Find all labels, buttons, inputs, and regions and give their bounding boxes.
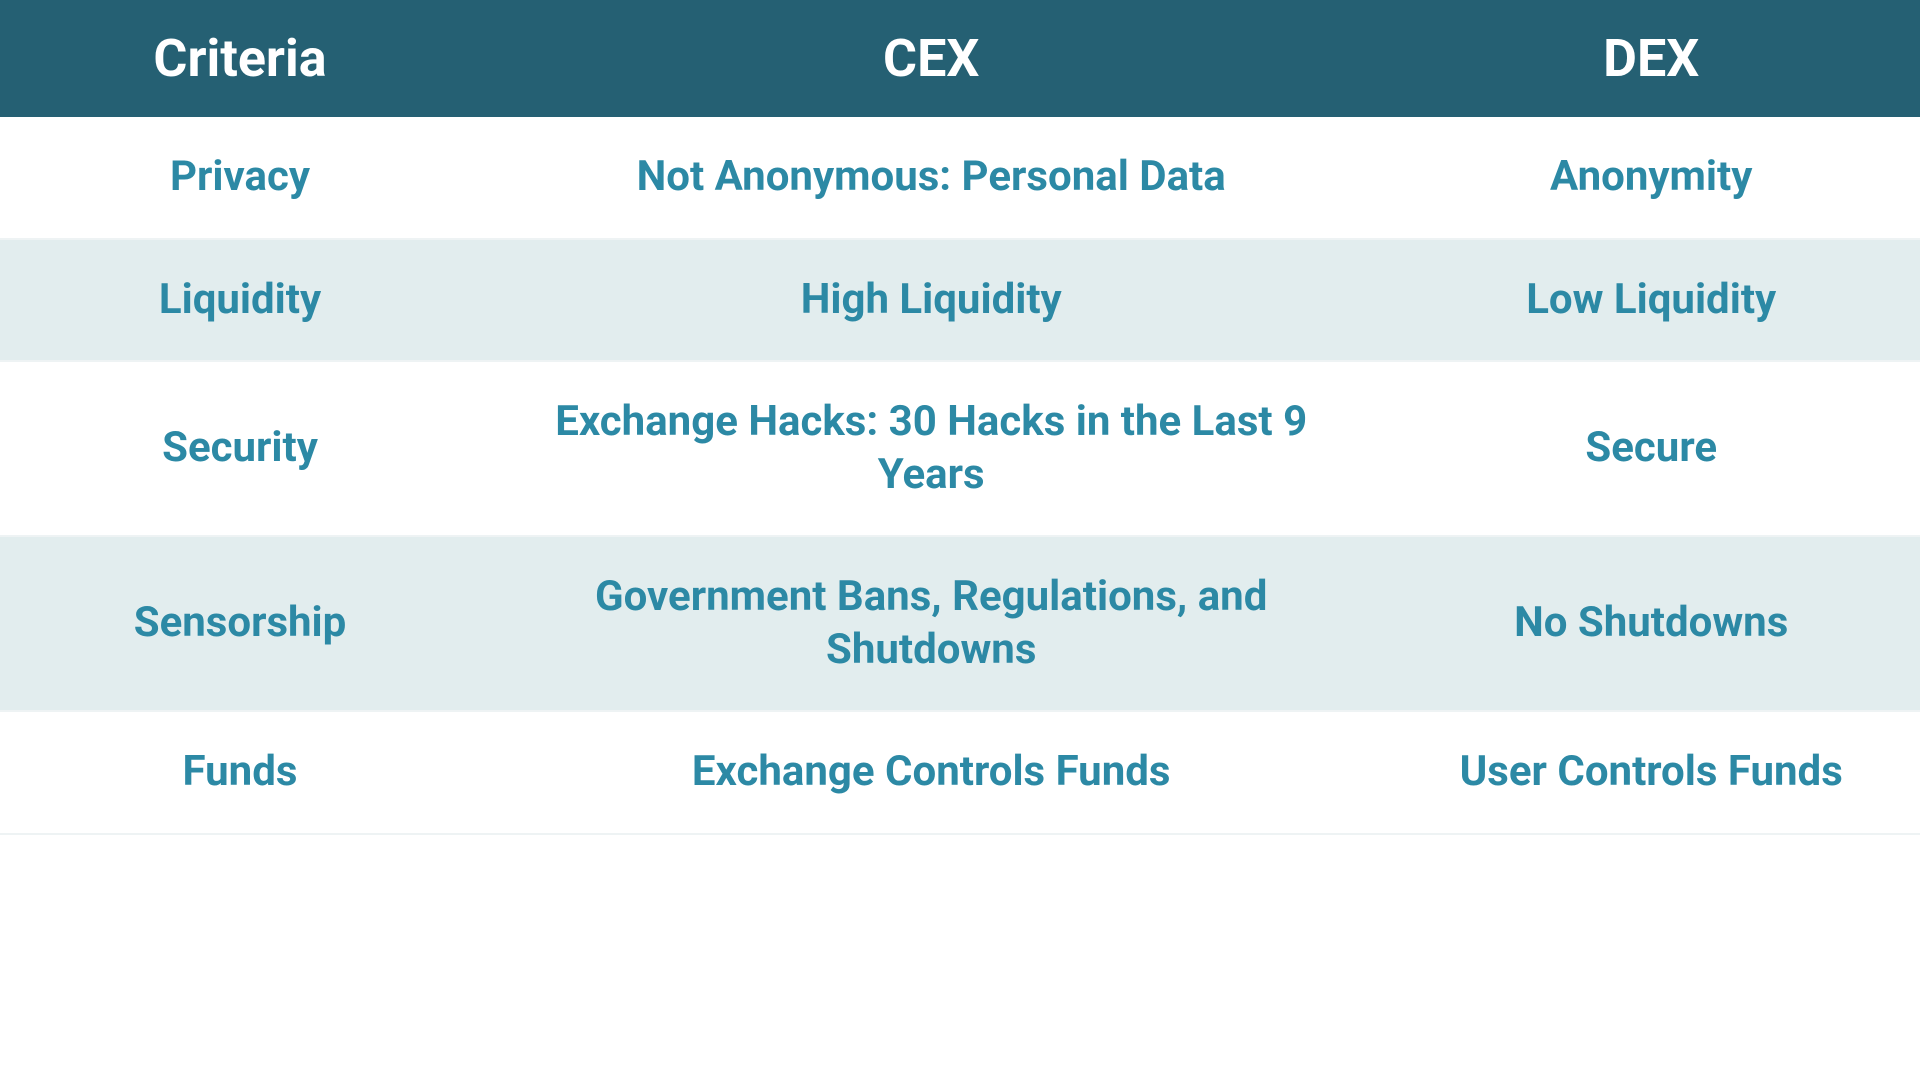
table-header-cex: CEX [480, 26, 1382, 91]
cell-cex: Not Anonymous: Personal Data [480, 151, 1382, 204]
cell-criteria: Security [0, 422, 480, 475]
table-header-dex: DEX [1382, 26, 1920, 91]
cell-cex: Exchange Hacks: 30 Hacks in the Last 9 Y… [480, 396, 1382, 501]
cell-dex: User Controls Funds [1382, 746, 1920, 799]
cell-dex: Anonymity [1382, 151, 1920, 204]
comparison-table: Criteria CEX DEX Privacy Not Anonymous: … [0, 0, 1920, 1080]
cell-criteria: Funds [0, 746, 480, 799]
table-row: Liquidity High Liquidity Low Liquidity [0, 240, 1920, 363]
cell-criteria: Liquidity [0, 274, 480, 327]
table-row: Sensorship Government Bans, Regulations,… [0, 537, 1920, 712]
cell-cex: Government Bans, Regulations, and Shutdo… [480, 571, 1382, 676]
cell-cex: Exchange Controls Funds [480, 746, 1382, 799]
table-row: Security Exchange Hacks: 30 Hacks in the… [0, 362, 1920, 537]
table-row: Privacy Not Anonymous: Personal Data Ano… [0, 117, 1920, 240]
cell-dex: Secure [1382, 422, 1920, 475]
table-header-row: Criteria CEX DEX [0, 0, 1920, 117]
cell-dex: Low Liquidity [1382, 274, 1920, 327]
cell-cex: High Liquidity [480, 274, 1382, 327]
cell-criteria: Privacy [0, 151, 480, 204]
table-header-criteria: Criteria [0, 26, 480, 91]
cell-dex: No Shutdowns [1382, 597, 1920, 650]
table-row: Funds Exchange Controls Funds User Contr… [0, 712, 1920, 835]
cell-criteria: Sensorship [0, 597, 480, 650]
